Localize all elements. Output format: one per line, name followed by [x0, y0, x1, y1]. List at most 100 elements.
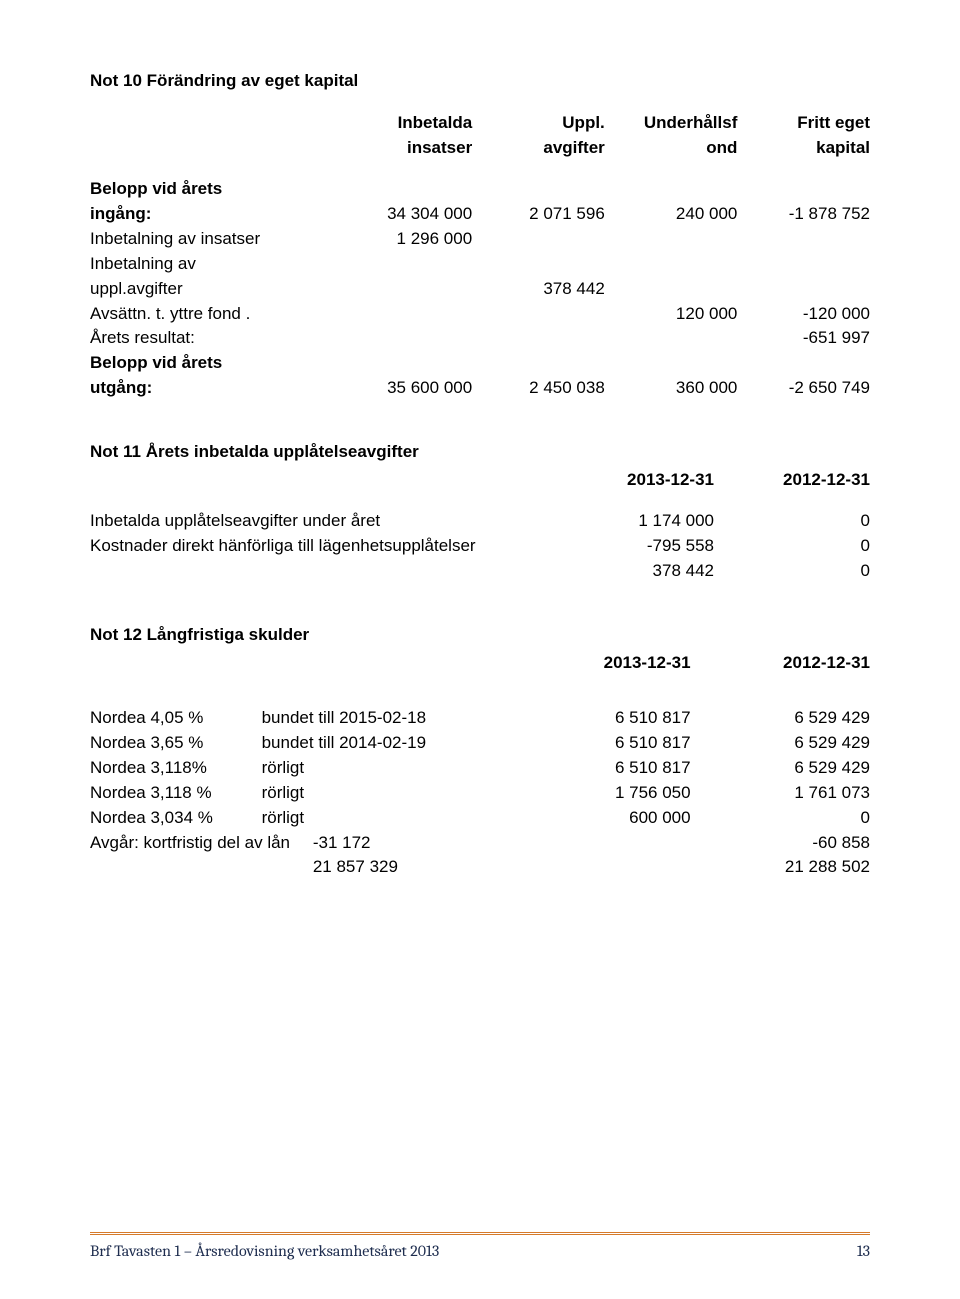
not10-title: Not 10 Förändring av eget kapital [90, 70, 870, 93]
lbl: Årets resultat: [90, 326, 340, 351]
spacer [90, 161, 870, 177]
not12-title: Not 12 Långfristiga skulder [90, 624, 870, 647]
lbl: Inbetalning av [90, 252, 340, 277]
not10-row-utgang-b: utgång: 35 600 000 2 450 038 360 000 -2 … [90, 376, 870, 401]
val: 0 [691, 806, 870, 831]
val: -651 997 [737, 326, 870, 351]
lbl: uppl.avgifter [90, 277, 340, 302]
val: 6 510 817 [511, 731, 690, 756]
lbl: Nordea 3,034 % [90, 806, 262, 831]
val: 6 529 429 [691, 756, 870, 781]
lbl: Belopp vid årets [90, 351, 340, 376]
val: 21 857 329 [313, 855, 637, 880]
lbl: ingång: [90, 202, 340, 227]
val: 0 [714, 559, 870, 584]
lbl: rörligt [262, 756, 512, 781]
not12-row: Nordea 3,118%rörligt6 510 8176 529 429 [90, 756, 870, 781]
val: 34 304 000 [340, 202, 473, 227]
lbl: rörligt [262, 806, 512, 831]
not12-header: 2013-12-31 2012-12-31 [90, 651, 870, 676]
not12-avgar: Avgår: kortfristig del av lån -31 172 -6… [90, 831, 870, 856]
val: 6 529 429 [691, 731, 870, 756]
lbl: rörligt [262, 781, 512, 806]
not11-table: 2013-12-31 2012-12-31 Inbetalda upplåtel… [90, 468, 870, 584]
footer-left: Brf Tavasten 1 – Årsredovisning verksamh… [90, 1241, 439, 1263]
hdr-inbetalda-2: insatser [340, 136, 473, 161]
not10-header-row-1: Inbetalda Uppl. Underhållsf Fritt eget [90, 111, 870, 136]
not12-row: Nordea 3,034 %rörligt600 0000 [90, 806, 870, 831]
val: 6 510 817 [511, 706, 690, 731]
not11-row-2: Kostnader direkt hänförliga till lägenhe… [90, 534, 870, 559]
lbl: Inbetalda upplåtelseavgifter under året [90, 509, 558, 534]
val: 240 000 [605, 202, 738, 227]
not10-table: Inbetalda Uppl. Underhållsf Fritt eget i… [90, 111, 870, 401]
not10-row-upplavg-a: Inbetalning av [90, 252, 870, 277]
page: Not 10 Förändring av eget kapital Inbeta… [0, 0, 960, 1299]
val: -2 650 749 [737, 376, 870, 401]
hdr-fritt-1: Fritt eget [737, 111, 870, 136]
hdr-uppl-2: avgifter [472, 136, 605, 161]
lbl: Belopp vid årets [90, 177, 340, 202]
not12-row: Nordea 4,05 %bundet till 2015-02-186 510… [90, 706, 870, 731]
hdr-2013: 2013-12-31 [558, 468, 714, 493]
not10-row-upplavg-b: uppl.avgifter 378 442 [90, 277, 870, 302]
lbl: bundet till 2014-02-19 [262, 731, 512, 756]
hdr-underhall-1: Underhållsf [605, 111, 738, 136]
hdr-underhall-2: ond [605, 136, 738, 161]
not12-body: Nordea 4,05 %bundet till 2015-02-186 510… [90, 706, 870, 831]
hdr-fritt-2: kapital [737, 136, 870, 161]
not11-row-1: Inbetalda upplåtelseavgifter under året … [90, 509, 870, 534]
val: 1 761 073 [691, 781, 870, 806]
not10-row-resultat: Årets resultat: -651 997 [90, 326, 870, 351]
footer-page-number: 13 [857, 1241, 870, 1263]
lbl: Avgår: kortfristig del av lån [90, 831, 313, 856]
val: 2 450 038 [472, 376, 605, 401]
lbl: Kostnader direkt hänförliga till lägenhe… [90, 534, 558, 559]
not12-table: 2013-12-31 2012-12-31 [90, 651, 870, 706]
val: 120 000 [605, 302, 738, 327]
val: 35 600 000 [340, 376, 473, 401]
lbl: Nordea 3,65 % [90, 731, 262, 756]
lbl: utgång: [90, 376, 340, 401]
not10-header-row-2: insatser avgifter ond kapital [90, 136, 870, 161]
val: 378 442 [558, 559, 714, 584]
val: 1 296 000 [340, 227, 473, 252]
hdr-inbetalda-1: Inbetalda [340, 111, 473, 136]
hdr-2012: 2012-12-31 [714, 468, 870, 493]
val: 360 000 [605, 376, 738, 401]
val: 2 071 596 [472, 202, 605, 227]
hdr-uppl-1: Uppl. [472, 111, 605, 136]
not10-row-ingang-a: Belopp vid årets [90, 177, 870, 202]
not10-row-avsattn: Avsättn. t. yttre fond . 120 000 -120 00… [90, 302, 870, 327]
not10-row-utgang-a: Belopp vid årets [90, 351, 870, 376]
val: -795 558 [558, 534, 714, 559]
not11-header: 2013-12-31 2012-12-31 [90, 468, 870, 493]
val: -31 172 [313, 831, 637, 856]
not12-sum: 21 857 329 21 288 502 [90, 855, 870, 880]
not10-row-ingang-b: ingång: 34 304 000 2 071 596 240 000 -1 … [90, 202, 870, 227]
hdr-2013: 2013-12-31 [511, 651, 690, 676]
val: -1 878 752 [737, 202, 870, 227]
val: 21 288 502 [637, 855, 870, 880]
lbl: Avsättn. t. yttre fond . [90, 302, 340, 327]
blank [90, 111, 340, 136]
spacer [90, 493, 870, 509]
lbl: Nordea 3,118% [90, 756, 262, 781]
val: 0 [714, 509, 870, 534]
spacer [90, 676, 870, 706]
not10-row-inbet-insatser: Inbetalning av insatser 1 296 000 [90, 227, 870, 252]
val: 600 000 [511, 806, 690, 831]
lbl: bundet till 2015-02-18 [262, 706, 512, 731]
lbl: Nordea 4,05 % [90, 706, 262, 731]
lbl: Nordea 3,118 % [90, 781, 262, 806]
val: 1 756 050 [511, 781, 690, 806]
not11-title: Not 11 Årets inbetalda upplåtelseavgifte… [90, 441, 870, 464]
lbl: Inbetalning av insatser [90, 227, 340, 252]
blank [90, 136, 340, 161]
not12-footer: Avgår: kortfristig del av lån -31 172 -6… [90, 831, 870, 881]
not12-row: Nordea 3,65 %bundet till 2014-02-196 510… [90, 731, 870, 756]
val: -60 858 [637, 831, 870, 856]
val: 6 510 817 [511, 756, 690, 781]
not12-row: Nordea 3,118 %rörligt1 756 0501 761 073 [90, 781, 870, 806]
hdr-2012: 2012-12-31 [691, 651, 870, 676]
